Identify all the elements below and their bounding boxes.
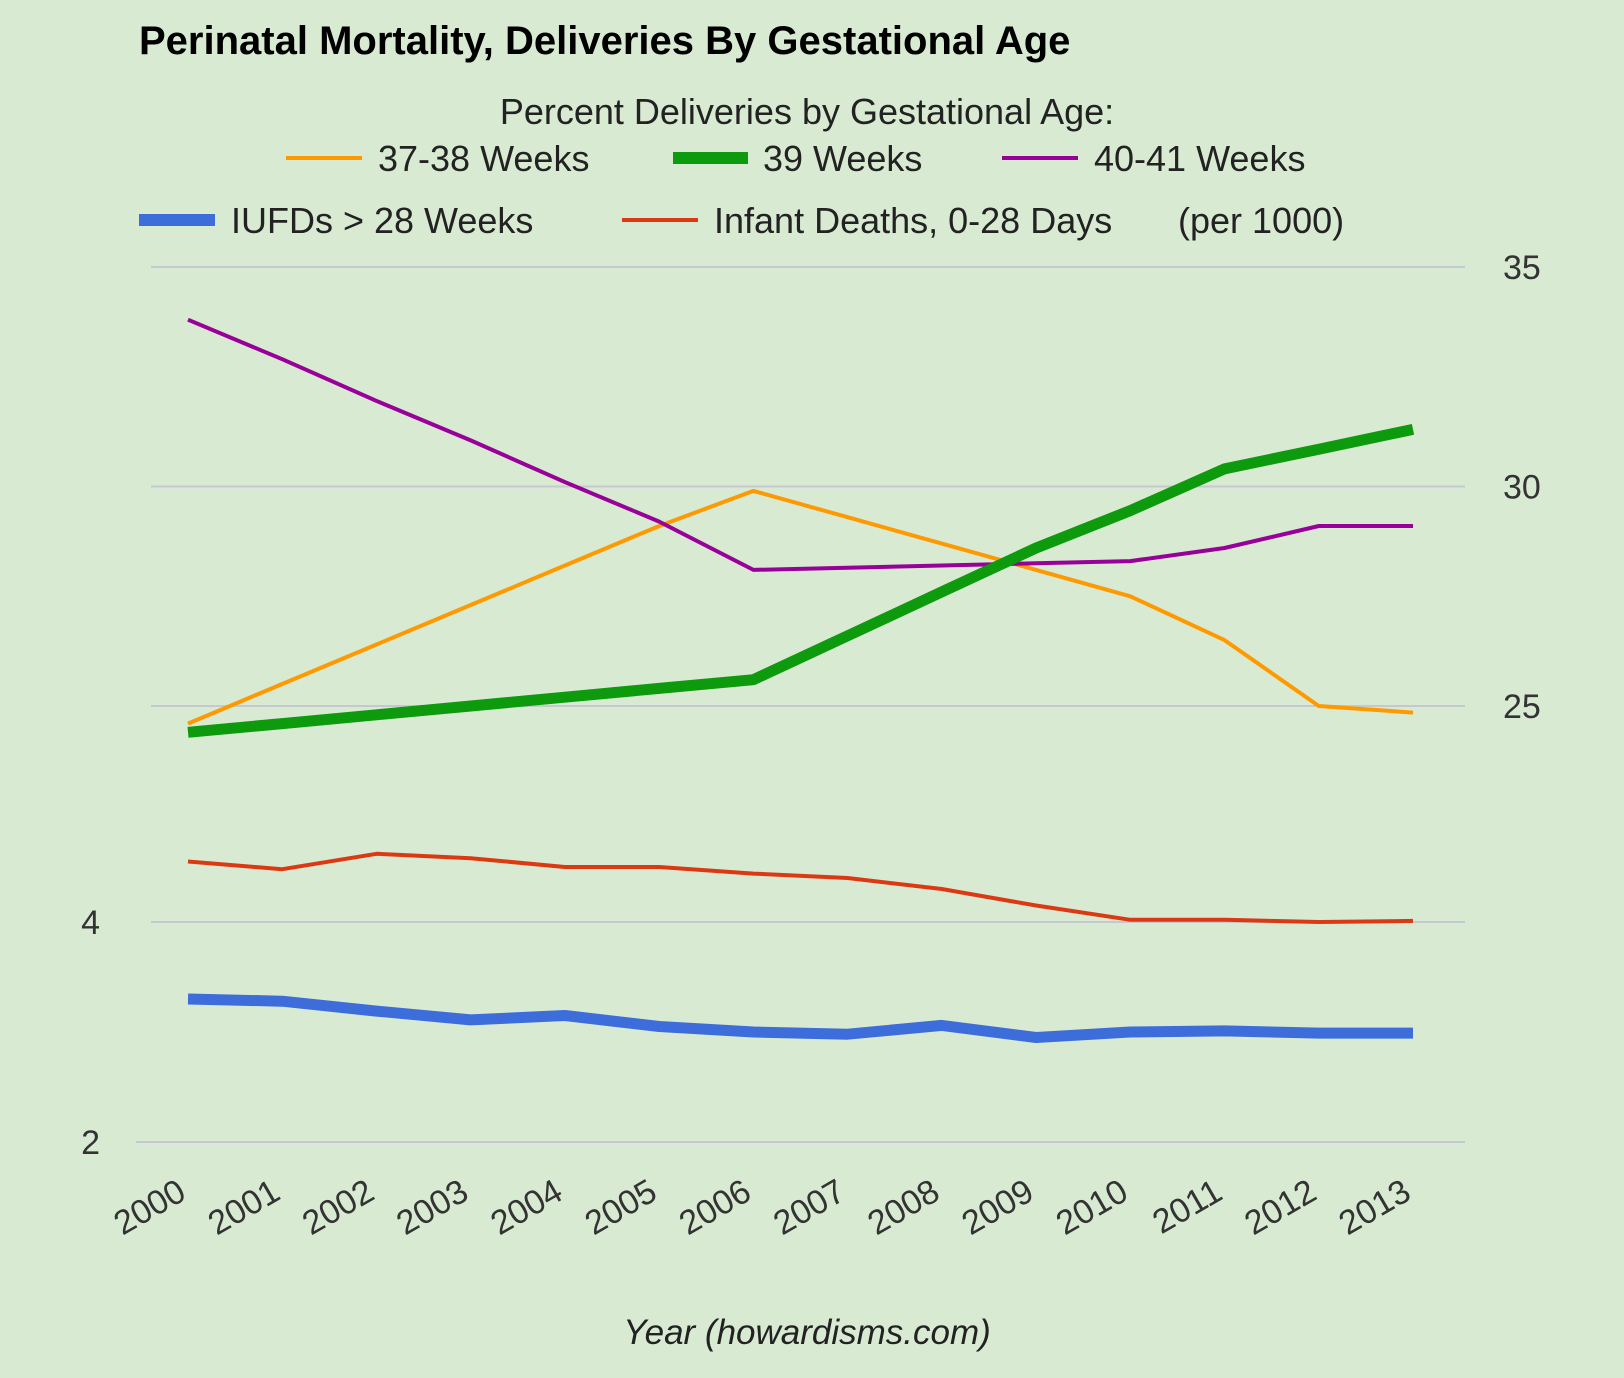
right-tick-label: 30 bbox=[1503, 469, 1541, 507]
legend-label-infant-deaths: Infant Deaths, 0-28 Days bbox=[714, 200, 1112, 241]
x-tick-label: 2002 bbox=[296, 1172, 381, 1243]
chart-title: Perinatal Mortality, Deliveries By Gesta… bbox=[139, 19, 1070, 63]
x-tick-label: 2008 bbox=[861, 1172, 946, 1243]
left-tick-label: 2 bbox=[81, 1124, 100, 1162]
x-axis-label: Year (howardisms.com) bbox=[623, 1313, 991, 1352]
series-line-39-weeks bbox=[187, 424, 1415, 738]
legend-label-37-38: 37-38 Weeks bbox=[378, 138, 589, 179]
x-tick-label: 2003 bbox=[390, 1172, 475, 1243]
x-tick-label: 2010 bbox=[1050, 1172, 1135, 1243]
series-lines bbox=[187, 317, 1415, 1043]
series-line-37-38-weeks bbox=[187, 488, 1414, 726]
legend: Percent Deliveries by Gestational Age: 3… bbox=[139, 91, 1344, 241]
x-tick-label: 2005 bbox=[579, 1172, 664, 1243]
right-tick-label: 35 bbox=[1503, 249, 1541, 287]
legend-label-39: 39 Weeks bbox=[763, 138, 922, 179]
x-tick-label: 2012 bbox=[1238, 1172, 1323, 1243]
x-tick-label: 2000 bbox=[107, 1172, 192, 1243]
x-tick-label: 2009 bbox=[956, 1172, 1041, 1243]
left-tick-label: 4 bbox=[81, 904, 100, 942]
series-line-infant-deaths-0-28-days bbox=[187, 851, 1414, 924]
x-tick-label: 2004 bbox=[484, 1172, 569, 1243]
legend-heading: Percent Deliveries by Gestational Age: bbox=[500, 91, 1114, 132]
series-line-40-41-weeks bbox=[187, 317, 1413, 572]
x-tick-label: 2007 bbox=[767, 1172, 852, 1243]
x-tick-label: 2011 bbox=[1146, 1172, 1228, 1241]
right-tick-label: 25 bbox=[1503, 688, 1541, 726]
x-tick-label: 2006 bbox=[673, 1172, 758, 1243]
legend-label-40-41: 40-41 Weeks bbox=[1094, 138, 1305, 179]
x-tick-label: 2013 bbox=[1332, 1172, 1417, 1243]
legend-units-note: (per 1000) bbox=[1178, 200, 1344, 241]
legend-label-iufds: IUFDs > 28 Weeks bbox=[231, 200, 533, 241]
series-line-iufds-28-weeks bbox=[187, 993, 1413, 1043]
x-tick-label: 2001 bbox=[202, 1172, 287, 1243]
